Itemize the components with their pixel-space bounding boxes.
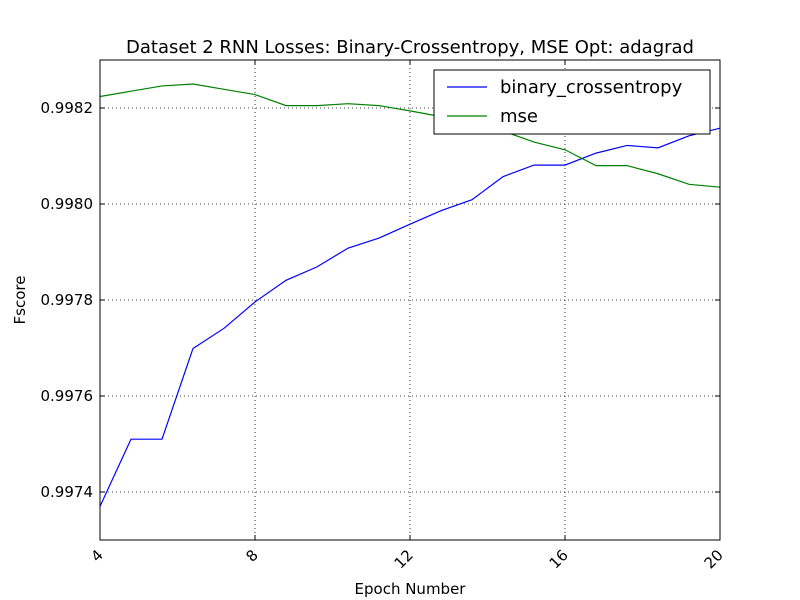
series-line-binary-crossentropy xyxy=(100,127,720,507)
series-line-mse xyxy=(100,83,720,188)
series-lines xyxy=(100,83,720,507)
legend-label-mse: mse xyxy=(500,106,538,127)
chart-title: Dataset 2 RNN Losses: Binary-Crossentrop… xyxy=(126,37,694,58)
legend-box xyxy=(433,69,711,135)
y-tick-label: 0.9982 xyxy=(41,99,94,117)
y-tick-label: 0.9974 xyxy=(41,483,94,501)
legend: binary_crossentropy mse xyxy=(433,69,711,135)
y-tick-label: 0.9976 xyxy=(41,387,94,405)
y-tick-label: 0.9978 xyxy=(41,291,94,309)
grid-lines xyxy=(100,60,720,540)
y-tick-label: 0.9980 xyxy=(41,195,94,213)
x-axis-title: Epoch Number xyxy=(355,580,467,598)
legend-label-binary-crossentropy: binary_crossentropy xyxy=(500,77,683,98)
y-axis-title: Fscore xyxy=(11,276,29,325)
